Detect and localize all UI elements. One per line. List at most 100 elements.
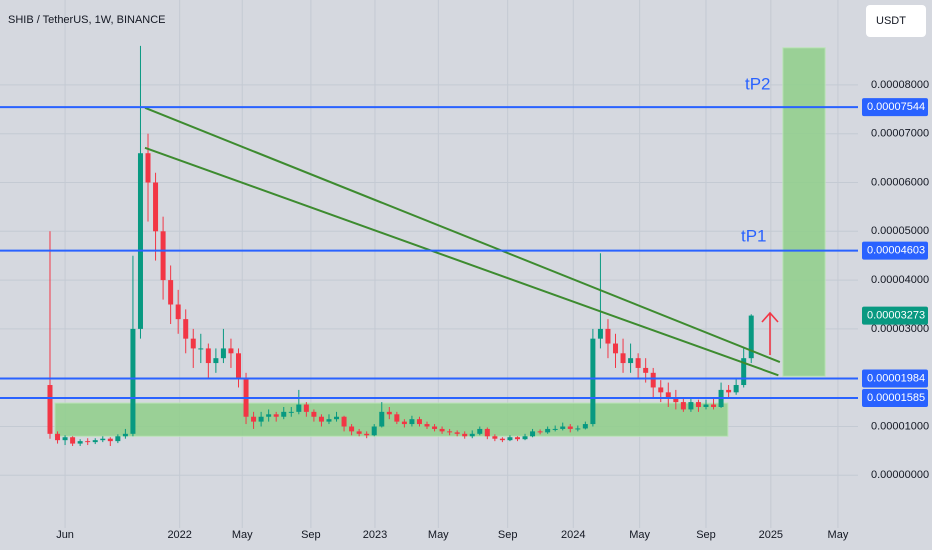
level-label: 0.00001585 xyxy=(867,392,925,404)
candle-body xyxy=(107,438,113,442)
currency-button[interactable] xyxy=(866,5,926,37)
x-tick-label: 2023 xyxy=(363,529,387,541)
candle-body xyxy=(628,358,634,364)
level-label: 0.00007544 xyxy=(867,101,925,113)
candle-body xyxy=(469,433,475,437)
x-tick-label: Sep xyxy=(301,529,321,541)
y-tick-label: 0.00007000 xyxy=(871,128,929,140)
x-tick-label: May xyxy=(232,529,253,541)
candle-body xyxy=(447,431,453,433)
level-label-box xyxy=(862,369,928,388)
candle-body xyxy=(688,402,694,410)
x-tick-label: 2022 xyxy=(167,529,191,541)
chart-title: SHIB / TetherUS, 1W, BINANCE xyxy=(8,14,166,26)
candle-body xyxy=(560,426,566,429)
candle-body xyxy=(673,397,679,403)
candle-body xyxy=(198,348,204,350)
candle-body xyxy=(394,414,400,422)
candle-body xyxy=(703,404,709,407)
candle-body xyxy=(522,436,528,440)
candle-body xyxy=(341,416,347,427)
candle-body xyxy=(643,367,649,373)
candle-body xyxy=(62,437,68,441)
x-tick-label: Sep xyxy=(696,529,716,541)
candle-body xyxy=(130,328,136,434)
candle-body xyxy=(47,385,53,434)
candle-body xyxy=(92,440,98,443)
candle-body xyxy=(499,438,505,441)
y-tick-label: 0.00006000 xyxy=(871,176,929,188)
y-tick-label: 0.00004000 xyxy=(871,274,929,286)
candle-body xyxy=(401,421,407,425)
candle-body xyxy=(55,433,61,441)
level-label-box xyxy=(862,388,928,407)
level-label: 0.00001984 xyxy=(867,372,925,384)
candle-body xyxy=(650,372,656,388)
candle-body xyxy=(296,404,302,412)
annotation: tP2 xyxy=(745,74,771,93)
candle-body xyxy=(258,416,264,422)
candle-body xyxy=(251,416,257,422)
candle-body xyxy=(507,437,513,441)
candle-body xyxy=(288,411,294,413)
candle-body xyxy=(318,416,324,422)
candle-body xyxy=(273,414,279,417)
candle-body xyxy=(665,392,671,398)
candle-body xyxy=(371,426,377,436)
candle-body xyxy=(153,182,159,232)
candle-body xyxy=(77,441,83,444)
candle-body xyxy=(326,419,332,422)
y-tick-label: 0.00008000 xyxy=(871,79,929,91)
candle-body xyxy=(733,385,739,393)
candle-body xyxy=(281,411,287,417)
candle-body xyxy=(726,389,732,393)
x-tick-label: May xyxy=(428,529,449,541)
candle-body xyxy=(530,431,536,437)
level-label: 0.00004603 xyxy=(867,245,925,257)
candle-body xyxy=(168,280,174,305)
x-tick-label: May xyxy=(828,529,849,541)
candle-body xyxy=(228,348,234,354)
candle-body xyxy=(613,343,619,354)
x-tick-label: 2025 xyxy=(759,529,783,541)
y-tick-label: 0.00003000 xyxy=(871,323,929,335)
candle-body xyxy=(349,426,355,432)
candle-body xyxy=(266,414,272,417)
candle-body xyxy=(552,428,558,430)
candle-body xyxy=(409,419,415,425)
candle-body xyxy=(477,428,483,434)
target-box xyxy=(54,402,729,437)
candle-body xyxy=(356,431,362,434)
candle-body xyxy=(605,328,611,344)
candle-body xyxy=(711,404,717,407)
candle-body xyxy=(205,348,211,364)
x-tick-label: 2024 xyxy=(561,529,585,541)
currency-button-label[interactable]: USDT xyxy=(876,15,906,27)
candle-body xyxy=(213,358,219,364)
candle-body xyxy=(582,424,588,429)
candle-body xyxy=(303,404,309,412)
y-tick-label: 0.00000000 xyxy=(871,469,929,481)
candle-body xyxy=(183,319,189,339)
x-tick-label: Sep xyxy=(498,529,518,541)
target-box xyxy=(782,47,826,377)
candle-body xyxy=(658,387,664,393)
candle-body xyxy=(575,428,581,430)
x-tick-label: May xyxy=(629,529,650,541)
candle-body xyxy=(462,433,468,437)
x-tick-label: Jun xyxy=(56,529,74,541)
candle-body xyxy=(115,436,121,442)
level-label-box xyxy=(862,241,928,260)
candle-body xyxy=(137,153,143,329)
candle-body xyxy=(235,353,241,378)
candle-body xyxy=(695,402,701,407)
candle-body xyxy=(545,428,551,433)
candle-body xyxy=(680,402,686,410)
candle-body xyxy=(635,358,641,368)
candle-body xyxy=(334,416,340,420)
candle-body xyxy=(220,348,226,359)
level-label-box xyxy=(862,98,928,117)
candle-body xyxy=(70,437,76,444)
